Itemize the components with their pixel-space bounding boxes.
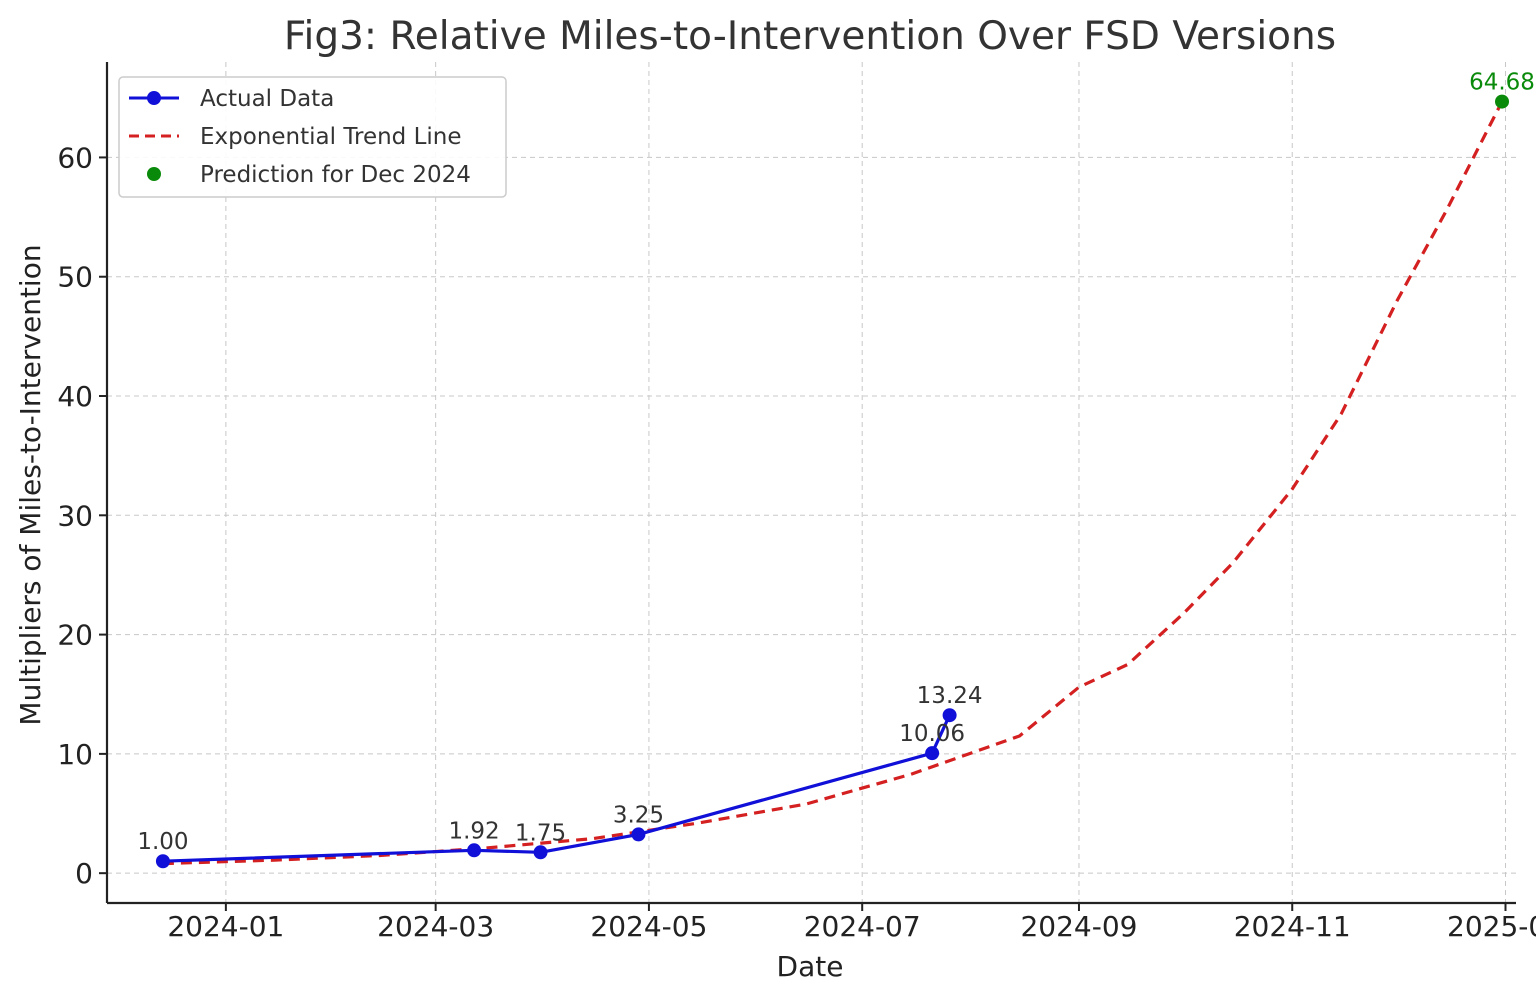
actual-data-label: 10.06 (899, 721, 965, 747)
legend-actual-marker (147, 91, 161, 105)
x-tick-label: 2025-01 (1447, 910, 1536, 943)
y-tick-label: 50 (57, 261, 93, 294)
actual-data-label: 1.92 (448, 818, 499, 844)
prediction-layer (1495, 94, 1510, 109)
axes: 0 10 20 30 40 50 60 2024-01 2024-03 2024-05 2024-0… (57, 62, 1536, 943)
y-tick-label: 0 (75, 857, 93, 890)
legend-box (118, 76, 507, 198)
data-labels: 1.00 1.92 1.75 3.25 10.06 13.24 64.68 (137, 70, 1535, 856)
actual-data-point (925, 746, 940, 761)
actual-data-point (155, 854, 170, 869)
legend-label-actual: Actual Data (200, 86, 334, 112)
x-tick-label: 2024-05 (590, 910, 707, 943)
actual-data-point (467, 843, 482, 858)
trend-line (162, 100, 1504, 866)
trend-line-layer (162, 100, 1504, 866)
legend: Actual Data Exponential Trend Line Predi… (118, 76, 507, 198)
x-tick-label: 2024-03 (377, 910, 494, 943)
y-tick-label: 30 (57, 499, 93, 532)
y-tick-label: 60 (57, 141, 93, 174)
y-tick-label: 40 (57, 380, 93, 413)
actual-data-layer (155, 708, 957, 869)
x-tick-label: 2024-01 (167, 910, 284, 943)
actual-data-point (942, 708, 957, 723)
y-tick-label: 20 (57, 619, 93, 652)
x-tick-label: 2024-07 (804, 910, 921, 943)
x-axis-label: Date (777, 950, 844, 983)
legend-prediction-marker (147, 167, 161, 181)
legend-label-prediction: Prediction for Dec 2024 (200, 162, 471, 188)
prediction-point (1495, 94, 1510, 109)
actual-data-label: 13.24 (917, 683, 983, 709)
actual-data-point (631, 827, 646, 842)
x-tick-label: 2024-11 (1234, 910, 1351, 943)
chart-title: Fig3: Relative Miles-to-Intervention Ove… (284, 14, 1336, 59)
actual-data-point (533, 845, 548, 860)
legend-label-trend: Exponential Trend Line (200, 124, 462, 150)
y-tick-label: 10 (57, 738, 93, 771)
actual-data-label: 1.75 (515, 820, 566, 846)
actual-data-label: 3.25 (613, 802, 664, 828)
y-axis-label: Multipliers of Miles-to-Intervention (14, 244, 47, 725)
x-tick-label: 2024-09 (1020, 910, 1137, 943)
actual-data-label: 1.00 (137, 829, 188, 855)
prediction-label: 64.68 (1469, 70, 1535, 96)
